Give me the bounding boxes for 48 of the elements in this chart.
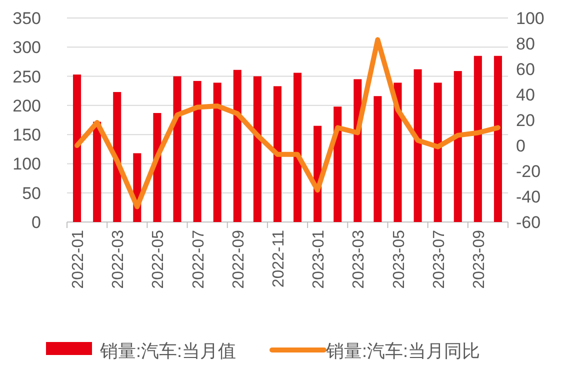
- y2-tick-label: 60: [516, 60, 535, 79]
- bar: [253, 76, 262, 222]
- x-tick-label: 2023-05: [390, 230, 408, 289]
- legend-label: 销量:汽车:当月值: [99, 341, 236, 361]
- y-tick-label: 200: [12, 96, 41, 116]
- y2-tick-label: 100: [516, 9, 544, 28]
- x-tick-label: 2022-09: [230, 230, 248, 289]
- bar: [273, 86, 282, 222]
- x-tick-label: 2022-11: [270, 230, 288, 288]
- x-tick-label: 2023-01: [310, 230, 328, 289]
- bar: [414, 69, 422, 222]
- bar: [173, 76, 182, 222]
- bar: [334, 106, 342, 222]
- x-tick-label: 2023-03: [350, 230, 368, 289]
- x-tick-label: 2022-07: [190, 230, 208, 289]
- x-tick-label: 2023-07: [430, 230, 448, 289]
- legend-label: 销量:汽车:当月同比: [325, 341, 480, 361]
- bar: [374, 96, 382, 222]
- y2-tick-label: -60: [516, 213, 541, 232]
- bar: [233, 70, 242, 222]
- y2-tick-label: 80: [516, 34, 535, 54]
- y-tick-label: 100: [12, 154, 41, 174]
- bar: [474, 56, 482, 222]
- x-tick-label: 2022-05: [150, 230, 168, 289]
- y2-tick-label: -20: [516, 162, 541, 181]
- y-tick-label: 350: [12, 9, 41, 28]
- bar: [434, 82, 442, 222]
- y2-tick-label: 0: [516, 136, 526, 156]
- y2-tick-label: 20: [516, 111, 535, 130]
- bar: [394, 82, 402, 222]
- bar: [213, 82, 222, 222]
- y2-tick-label: -40: [516, 188, 541, 206]
- bar: [454, 71, 462, 222]
- bar: [294, 72, 302, 222]
- y-tick-label: 0: [32, 213, 41, 232]
- bar: [93, 122, 102, 222]
- bar: [494, 56, 502, 222]
- y-tick-label: 250: [12, 67, 41, 86]
- y-tick-label: 50: [22, 184, 41, 203]
- bar: [113, 92, 122, 222]
- y2-tick-label: 40: [516, 86, 535, 104]
- x-tick-label: 2023-09: [470, 230, 488, 289]
- y-tick-label: 300: [12, 38, 41, 58]
- bar: [193, 80, 202, 222]
- y-tick-label: 150: [12, 126, 41, 145]
- bar: [73, 74, 82, 222]
- x-tick-label: 2022-01: [70, 230, 88, 289]
- x-tick-label: 2022-03: [110, 230, 128, 289]
